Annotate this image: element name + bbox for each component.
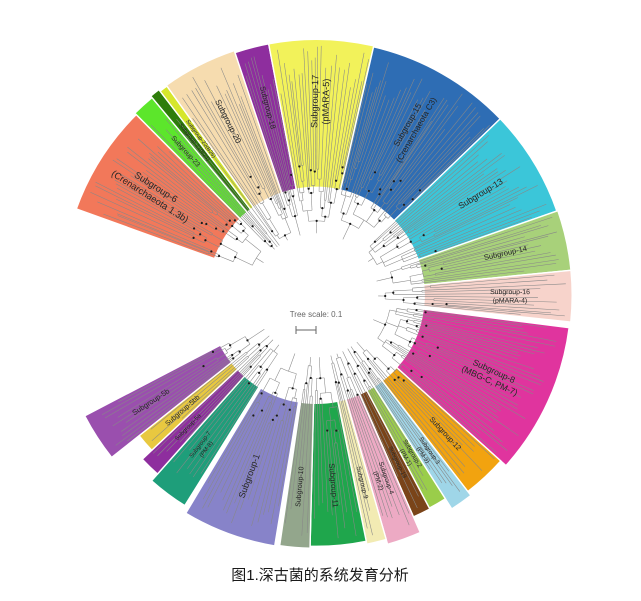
svg-text:Subgroup-17(pMARA-5): Subgroup-17(pMARA-5) bbox=[309, 75, 331, 129]
svg-text:Subgroup-16(pMARA-4): Subgroup-16(pMARA-4) bbox=[490, 289, 530, 305]
svg-text:Tree scale: 0.1: Tree scale: 0.1 bbox=[290, 310, 343, 319]
svg-text:图1.深古菌的系统发育分析: 图1.深古菌的系统发育分析 bbox=[231, 567, 409, 584]
